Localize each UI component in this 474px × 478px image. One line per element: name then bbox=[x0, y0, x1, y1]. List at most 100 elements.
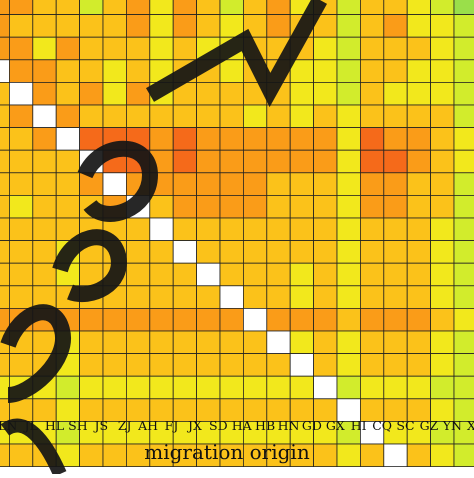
heatmap-cell bbox=[266, 0, 291, 16]
heatmap-cell bbox=[32, 127, 57, 151]
heatmap-cell bbox=[55, 375, 81, 400]
heatmap-cell bbox=[359, 0, 385, 16]
heatmap-cell bbox=[242, 217, 268, 242]
heatmap-cell bbox=[266, 375, 291, 400]
heatmap-cell bbox=[149, 262, 174, 287]
x-tick-label: GX bbox=[326, 418, 345, 433]
heatmap-cell bbox=[102, 104, 127, 129]
heatmap-cell bbox=[79, 59, 104, 83]
heatmap-cell bbox=[8, 127, 34, 151]
heatmap-cell bbox=[359, 285, 385, 309]
heatmap-cell bbox=[0, 194, 10, 219]
heatmap-cell bbox=[172, 217, 197, 242]
heatmap-cell bbox=[32, 104, 57, 129]
x-tick-label: CQ bbox=[372, 418, 392, 433]
heatmap-cell bbox=[406, 353, 432, 377]
heatmap-cell bbox=[196, 285, 221, 309]
heatmap-cell bbox=[8, 240, 34, 264]
heatmap-cell bbox=[289, 127, 315, 151]
heatmap-cell bbox=[336, 217, 361, 242]
heatmap-cell bbox=[32, 217, 57, 242]
heatmap-cell bbox=[359, 104, 385, 129]
heatmap-cell bbox=[313, 262, 338, 287]
heatmap-cell bbox=[359, 59, 385, 83]
heatmap-cell bbox=[406, 0, 432, 16]
heatmap-cell bbox=[406, 194, 432, 219]
heatmap-cell bbox=[219, 375, 244, 400]
heatmap-cell bbox=[383, 217, 408, 242]
heatmap-cell bbox=[219, 262, 244, 287]
heatmap-cell bbox=[196, 104, 221, 129]
heatmap-cell bbox=[0, 104, 10, 129]
heatmap-cell bbox=[289, 262, 315, 287]
heatmap-cell bbox=[126, 375, 151, 400]
heatmap-cell bbox=[219, 285, 244, 309]
heatmap-cell bbox=[79, 307, 104, 332]
heatmap-cell bbox=[266, 217, 291, 242]
heatmap-cell bbox=[196, 330, 221, 355]
heatmap-cell bbox=[219, 217, 244, 242]
heatmap-cell bbox=[406, 285, 432, 309]
heatmap-cell bbox=[149, 127, 174, 151]
heatmap-cell bbox=[336, 0, 361, 16]
heatmap-cell bbox=[289, 353, 315, 377]
heatmap-cell bbox=[406, 149, 432, 174]
heatmap-cell bbox=[172, 194, 197, 219]
heatmap-cell bbox=[126, 353, 151, 377]
heatmap-cell bbox=[219, 330, 244, 355]
heatmap-cell bbox=[172, 353, 197, 377]
heatmap-cell bbox=[289, 217, 315, 242]
heatmap-cell bbox=[406, 217, 432, 242]
heatmap-cell bbox=[0, 353, 10, 377]
heatmap-cell bbox=[453, 172, 474, 196]
heatmap-cell bbox=[383, 194, 408, 219]
heatmap-cell bbox=[32, 59, 57, 83]
heatmap-cell bbox=[219, 194, 244, 219]
heatmap-cell bbox=[172, 36, 197, 61]
x-tick-label: HI bbox=[351, 418, 367, 433]
heatmap-cell bbox=[242, 149, 268, 174]
heatmap-cell bbox=[289, 172, 315, 196]
heatmap-cell bbox=[406, 59, 432, 83]
heatmap-cell bbox=[242, 307, 268, 332]
heatmap-cell bbox=[0, 0, 10, 16]
heatmap-cell bbox=[453, 149, 474, 174]
heatmap-cell bbox=[430, 59, 455, 83]
heatmap-cell bbox=[32, 149, 57, 174]
heatmap-cell bbox=[383, 262, 408, 287]
heatmap-cell bbox=[0, 149, 10, 174]
heatmap-cell bbox=[102, 82, 127, 106]
x-tick-label: ZJ bbox=[118, 418, 132, 433]
heatmap-cell bbox=[102, 59, 127, 83]
heatmap-cell bbox=[430, 217, 455, 242]
heatmap-cell bbox=[430, 172, 455, 196]
heatmap-cell bbox=[430, 330, 455, 355]
heatmap-cell bbox=[383, 82, 408, 106]
heatmap-cell bbox=[453, 194, 474, 219]
heatmap-cell bbox=[383, 307, 408, 332]
heatmap-cell bbox=[359, 443, 385, 468]
heatmap-cell bbox=[266, 262, 291, 287]
heatmap-cell bbox=[453, 104, 474, 129]
heatmap-cell bbox=[219, 127, 244, 151]
heatmap-cell bbox=[172, 172, 197, 196]
heatmap-cell bbox=[196, 127, 221, 151]
heatmap-cell bbox=[430, 127, 455, 151]
heatmap-cell bbox=[219, 149, 244, 174]
heatmap-cell bbox=[336, 307, 361, 332]
x-tick-label: XZ bbox=[467, 418, 474, 433]
heatmap-cell bbox=[313, 307, 338, 332]
heatmap-cell bbox=[79, 36, 104, 61]
heatmap-cell bbox=[359, 307, 385, 332]
heatmap-cell bbox=[430, 307, 455, 332]
heatmap-cell bbox=[149, 14, 174, 38]
heatmap-cell bbox=[406, 443, 432, 468]
heatmap-cell bbox=[336, 330, 361, 355]
heatmap-cell bbox=[55, 82, 81, 106]
x-tick-label: HL bbox=[45, 418, 64, 433]
heatmap-cell bbox=[126, 262, 151, 287]
heatmap-cell bbox=[336, 240, 361, 264]
heatmap-cell bbox=[453, 127, 474, 151]
